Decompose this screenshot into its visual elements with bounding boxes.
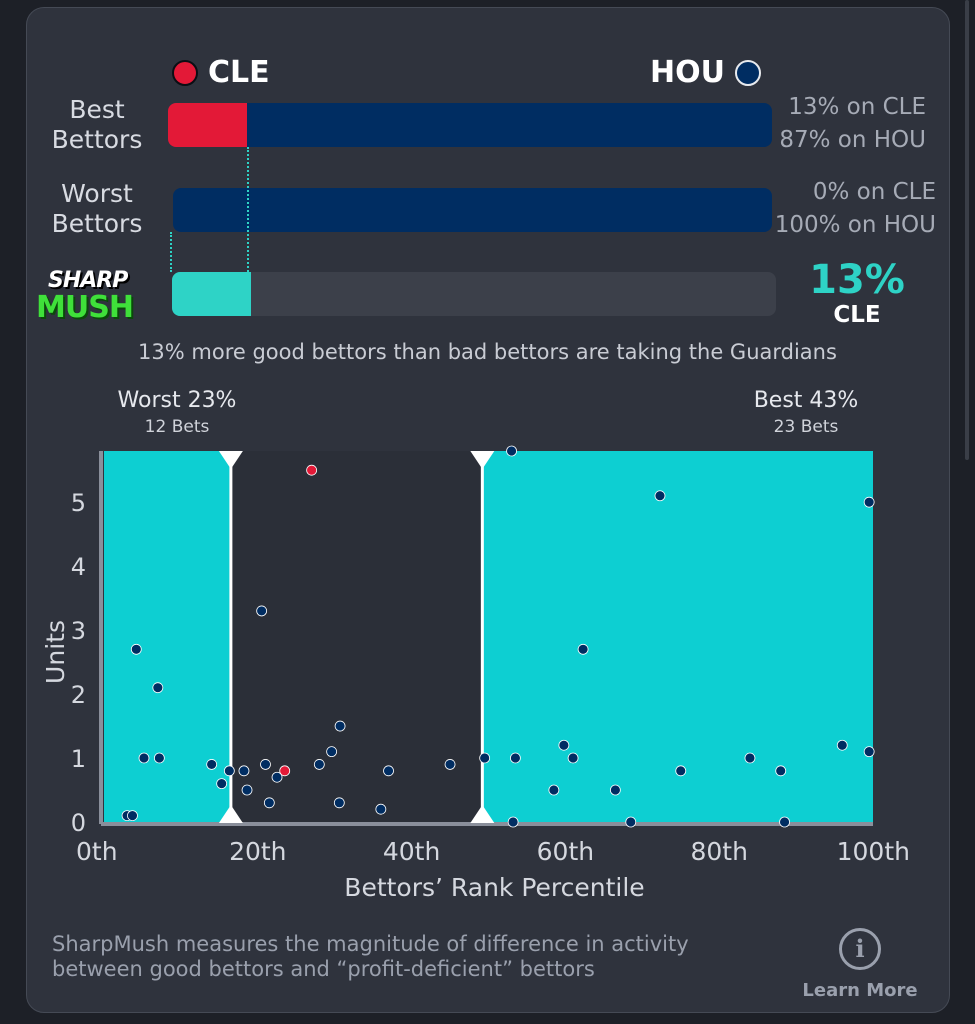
footer-description: SharpMush measures the magnitude of diff…: [52, 932, 772, 982]
best-bettors-cle-fill: [168, 103, 247, 147]
best-bettors-pct: 13% on CLE 87% on HOU: [740, 91, 926, 157]
best-bucket-title: Best 43%: [753, 388, 859, 413]
team-hou-header: HOU: [650, 55, 761, 90]
worst-bucket-bets: 12 Bets: [144, 417, 210, 437]
sharpmush-logo: SHARP MUSH: [36, 268, 154, 332]
hou-dot-icon: [734, 59, 761, 86]
team-cle-label: CLE: [208, 55, 270, 90]
worst-bettors-pct: 0% on CLE 100% on HOU: [740, 176, 936, 242]
footer-line1: SharpMush measures the magnitude of diff…: [52, 932, 689, 956]
worst-bucket-label: Worst 23% 12 Bets: [100, 388, 254, 437]
sharpmush-fill: [172, 272, 251, 316]
worst-cle-pct-text: 0% on CLE: [812, 179, 936, 205]
worst-hou-pct-text: 100% on HOU: [774, 212, 936, 238]
scrollbar[interactable]: [965, 0, 969, 460]
logo-line1: SHARP: [48, 268, 128, 293]
sharpmush-summary: 13% more good bettors than bad bettors a…: [138, 340, 837, 364]
footer-line2: between good bettors and “profit-deficie…: [52, 957, 595, 981]
team-cle-header: CLE: [172, 55, 270, 90]
logo-line2: MUSH: [36, 290, 134, 325]
worst-label-line1: Worst: [61, 179, 133, 208]
best-bettors-bar: [168, 103, 772, 147]
worst-bucket-title: Worst 23%: [117, 388, 237, 413]
best-hou-pct-text: 87% on HOU: [779, 127, 926, 153]
worst-bettors-bar: [173, 188, 772, 232]
sharpmush-team: CLE: [833, 302, 881, 328]
worst-bettors-label: Worst Bettors: [38, 179, 156, 239]
best-label-line2: Bettors: [51, 125, 143, 154]
best-label-line1: Best: [69, 95, 125, 124]
worst-connector-line: [170, 232, 172, 272]
best-bettors-label: Best Bettors: [38, 95, 156, 155]
sharpmush-bar: [172, 272, 776, 316]
learn-more-button[interactable]: i Learn More: [800, 928, 920, 1001]
learn-more-label: Learn More: [802, 980, 918, 1001]
best-bucket-label: Best 43% 23 Bets: [728, 388, 884, 437]
best-connector-line: [247, 147, 249, 272]
cle-dot-icon: [172, 59, 198, 86]
sharpmush-value: 13%: [809, 257, 905, 303]
worst-label-line2: Bettors: [51, 209, 143, 238]
best-bucket-bets: 23 Bets: [773, 417, 839, 437]
sharpmush-card: [26, 7, 950, 1013]
best-cle-pct-text: 13% on CLE: [788, 94, 926, 120]
team-hou-label: HOU: [650, 55, 725, 90]
info-icon: i: [839, 928, 881, 970]
